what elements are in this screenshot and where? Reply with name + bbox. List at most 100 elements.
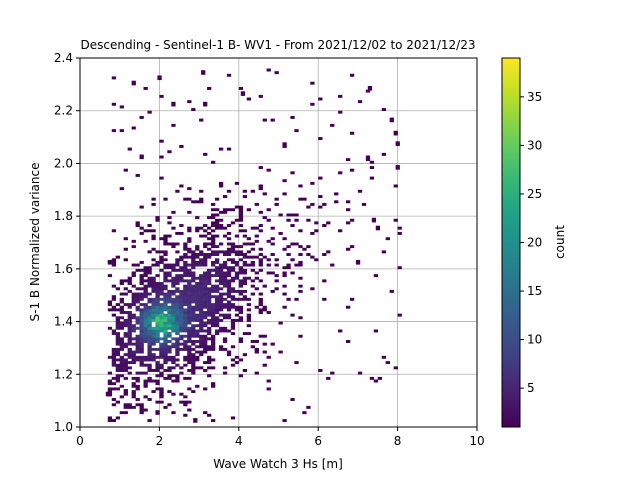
- heatmap-cell: [139, 226, 144, 230]
- heatmap-cell: [119, 358, 124, 362]
- heatmap-cell: [171, 326, 176, 330]
- heatmap-cell: [147, 353, 152, 357]
- heatmap-cell: [111, 305, 117, 309]
- heatmap-cell: [258, 94, 263, 98]
- heatmap-cell: [230, 345, 236, 349]
- heatmap-cell: [127, 321, 132, 325]
- heatmap-cell: [270, 242, 275, 246]
- heatmap-cell: [199, 366, 204, 370]
- heatmap-cell: [369, 176, 375, 180]
- heatmap-cell: [207, 242, 212, 246]
- heatmap-cell: [159, 318, 164, 322]
- heatmap-cell: [143, 379, 148, 383]
- heatmap-cell: [195, 297, 200, 301]
- heatmap-cell: [246, 97, 252, 101]
- heatmap-cell: [203, 300, 208, 304]
- heatmap-cell: [266, 379, 271, 383]
- heatmap-cell: [127, 324, 132, 328]
- heatmap-cell: [191, 326, 196, 330]
- heatmap-cell: [155, 303, 160, 307]
- heatmap-cell: [147, 279, 152, 283]
- heatmap-cell: [393, 366, 398, 370]
- heatmap-cell: [211, 239, 216, 243]
- heatmap-cell: [167, 311, 172, 314]
- heatmap-cell: [195, 329, 200, 333]
- heatmap-cell: [127, 366, 132, 370]
- heatmap-cell: [131, 313, 136, 317]
- heatmap-cell: [175, 316, 180, 320]
- heatmap-cell: [199, 258, 204, 262]
- heatmap-cell: [183, 292, 188, 296]
- heatmap-cell: [258, 187, 263, 191]
- heatmap-cell: [151, 347, 156, 351]
- heatmap-cell: [175, 289, 180, 293]
- heatmap-cell: [151, 229, 156, 233]
- heatmap-cell: [139, 403, 144, 407]
- heatmap-cell: [155, 382, 160, 386]
- heatmap-cell: [143, 313, 148, 317]
- heatmap-cell: [167, 369, 172, 372]
- heatmap-cell: [175, 374, 180, 378]
- heatmap-cell: [310, 255, 315, 259]
- heatmap-cell: [282, 274, 287, 278]
- heatmap-cell: [163, 376, 168, 380]
- heatmap-cell: [349, 73, 355, 77]
- heatmap-cell: [167, 334, 172, 338]
- heatmap-cell: [115, 287, 120, 291]
- heatmap-cell: [187, 268, 192, 272]
- heatmap-cell: [163, 334, 168, 338]
- heatmap-cell: [163, 313, 168, 317]
- heatmap-cell: [211, 245, 216, 249]
- heatmap-cell: [155, 295, 160, 299]
- colorbar-tick-label: 5: [527, 381, 535, 395]
- heatmap-cell-outlier: [203, 101, 208, 107]
- heatmap-cell: [214, 297, 220, 301]
- heatmap-cell: [222, 276, 228, 280]
- heatmap-cell: [147, 297, 152, 301]
- heatmap-cell: [171, 276, 176, 280]
- heatmap-cell: [175, 295, 180, 299]
- x-tick-label: 4: [235, 434, 243, 448]
- heatmap-cell: [135, 340, 140, 343]
- heatmap-cell: [294, 361, 299, 365]
- heatmap-cell: [211, 419, 216, 423]
- heatmap-cell: [135, 224, 140, 227]
- heatmap-cell: [203, 324, 208, 328]
- heatmap-cell: [211, 284, 216, 288]
- heatmap-cell: [238, 258, 244, 262]
- heatmap-cell: [266, 311, 271, 314]
- heatmap-cell: [187, 271, 192, 275]
- heatmap-cell: [183, 300, 188, 304]
- heatmap-cell: [230, 260, 236, 264]
- heatmap-cell: [254, 202, 259, 206]
- heatmap-cell: [211, 313, 216, 317]
- heatmap-cell: [187, 355, 192, 359]
- heatmap-cell: [238, 210, 244, 214]
- heatmap-cell: [163, 337, 168, 341]
- heatmap-cell: [155, 361, 160, 365]
- x-tick-label: 8: [394, 434, 402, 448]
- heatmap-cell: [147, 321, 152, 325]
- heatmap-cell: [147, 363, 152, 367]
- heatmap-cell: [234, 218, 240, 222]
- heatmap-cell: [147, 276, 152, 280]
- heatmap-cell: [211, 221, 216, 225]
- heatmap-cell: [139, 318, 144, 322]
- heatmap-cell-outlier: [395, 141, 400, 146]
- heatmap-cell: [266, 168, 271, 172]
- heatmap-cell: [191, 334, 196, 338]
- heatmap-cell: [167, 279, 172, 283]
- heatmap-cell: [183, 271, 188, 275]
- heatmap-cell: [322, 224, 327, 227]
- heatmap-cell: [230, 276, 236, 280]
- heatmap-cell: [230, 287, 236, 291]
- heatmap-cell: [191, 271, 196, 275]
- heatmap-cell: [222, 226, 228, 230]
- heatmap-cell: [163, 274, 168, 278]
- heatmap-cell: [199, 342, 204, 346]
- heatmap-cell: [187, 263, 192, 267]
- heatmap-cell: [127, 311, 132, 314]
- heatmap-cell: [143, 334, 148, 338]
- heatmap-cell: [310, 181, 315, 185]
- heatmap-cell: [131, 382, 136, 386]
